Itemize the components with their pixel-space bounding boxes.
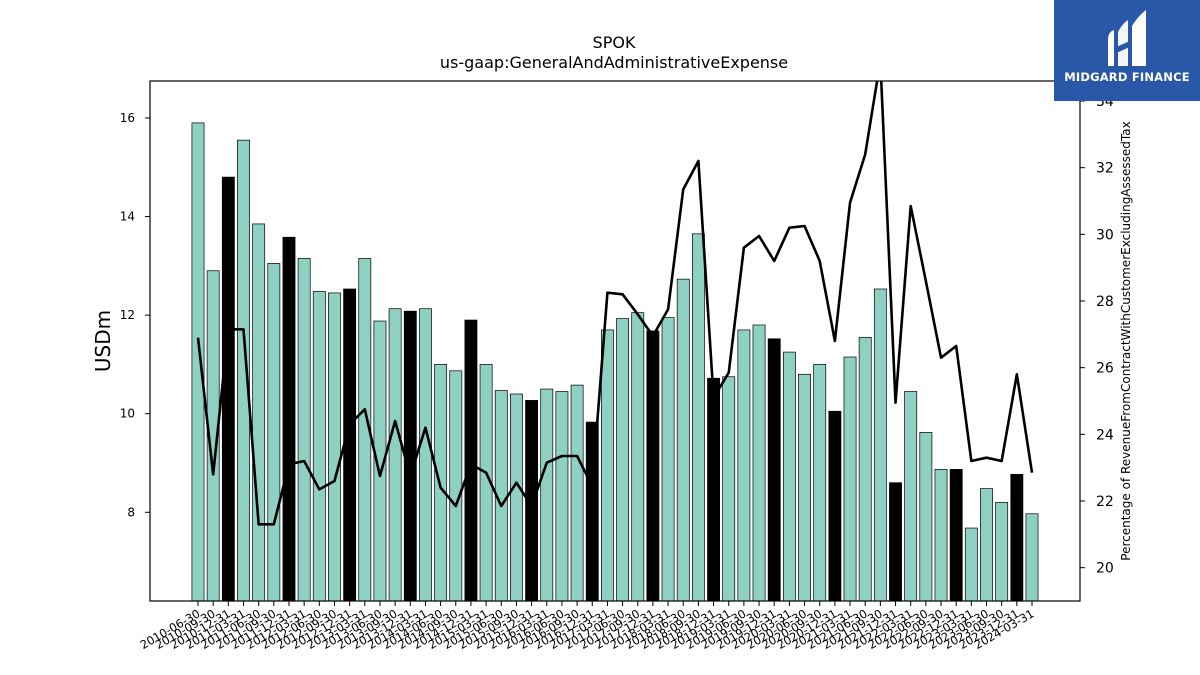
line-series <box>196 81 1034 526</box>
bar <box>843 356 857 602</box>
bar <box>858 336 872 602</box>
bar <box>767 338 781 602</box>
bar <box>1010 473 1024 602</box>
bar <box>707 377 720 602</box>
bar <box>722 376 736 602</box>
y-axis-label: USDm <box>91 310 115 372</box>
bar <box>585 421 599 602</box>
bar <box>904 391 918 602</box>
bar <box>889 482 902 602</box>
bar <box>312 291 326 602</box>
y2-tick-label: 24 <box>1096 427 1114 443</box>
bar <box>388 308 402 602</box>
y-tick-label: 16 <box>120 111 135 125</box>
bar <box>616 318 630 602</box>
y2-tick-label: 20 <box>1096 561 1114 577</box>
bar <box>646 330 660 602</box>
bar <box>570 384 584 602</box>
bar <box>964 527 978 602</box>
bar <box>949 469 963 602</box>
left-axis: 8 10 12 14 16 <box>120 111 150 519</box>
y2-axis-label: Percentage of RevenueFromContractWithCus… <box>1119 121 1133 560</box>
y-tick-label: 8 <box>127 505 135 519</box>
y2-tick-label: 32 <box>1096 161 1114 177</box>
bar <box>873 288 887 602</box>
y2-tick-label: 26 <box>1096 361 1114 377</box>
midgard-logo-icon <box>1108 10 1146 66</box>
bar <box>252 223 266 602</box>
bar <box>191 122 205 602</box>
bar <box>995 502 1009 602</box>
bar <box>600 329 614 602</box>
plot-frame <box>149 80 1081 602</box>
bar <box>676 278 690 602</box>
bar <box>980 488 993 602</box>
x-axis: 2010-06-302010-09-302010-12-312011-03-31… <box>138 601 1037 652</box>
y2-tick-label: 28 <box>1096 294 1114 310</box>
bar <box>691 233 705 602</box>
bar <box>737 329 751 602</box>
bar <box>297 258 311 602</box>
bar <box>661 317 675 602</box>
chart-subtitle: us-gaap:GeneralAndAdministrativeExpense <box>440 53 788 72</box>
chart-title: SPOK <box>593 33 636 52</box>
bar <box>1025 513 1039 602</box>
y-tick-label: 12 <box>120 308 135 322</box>
brand-logo: MIDGARD FINANCE <box>1054 0 1200 101</box>
bar <box>449 370 463 602</box>
bar <box>267 263 281 602</box>
bar-series <box>191 122 1039 602</box>
bar <box>828 410 842 602</box>
bar <box>934 469 948 602</box>
bar <box>782 351 796 602</box>
y2-tick-label: 30 <box>1096 227 1114 243</box>
bar <box>631 312 645 602</box>
bar <box>464 319 478 602</box>
y-tick-label: 14 <box>120 210 135 224</box>
bar <box>752 324 766 602</box>
bar <box>282 236 296 602</box>
bar <box>510 393 523 602</box>
bar <box>221 176 235 602</box>
bar <box>798 373 811 602</box>
ratio-line <box>196 81 1034 526</box>
bar <box>555 391 569 602</box>
y2-tick-label: 22 <box>1096 494 1114 510</box>
bar <box>419 308 432 602</box>
bar <box>328 292 341 602</box>
bar <box>540 388 554 602</box>
bar <box>813 364 827 602</box>
bar <box>919 432 933 602</box>
brand-name: MIDGARD FINANCE <box>1064 70 1190 84</box>
y-tick-label: 10 <box>120 407 135 421</box>
